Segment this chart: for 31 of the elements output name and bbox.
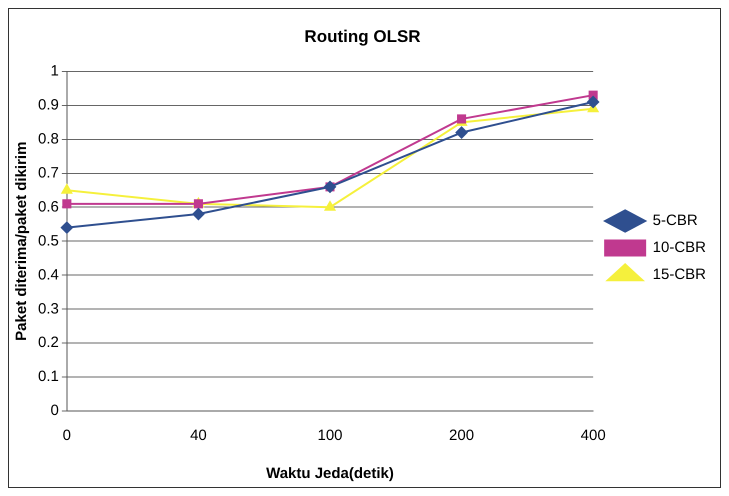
- y-tick-label: 1: [50, 62, 59, 80]
- point: [457, 114, 466, 124]
- y-axis-title: Paket diterima/paket dikirim: [13, 142, 30, 341]
- x-tick-label: 40: [190, 427, 207, 444]
- y-tick-label: 0.7: [38, 164, 59, 182]
- point: [192, 208, 204, 220]
- y-tick-label: 0.2: [38, 334, 59, 352]
- y-tick-label: 0.3: [38, 300, 59, 318]
- x-tick-label: 400: [580, 427, 606, 444]
- y-tick-label: 0: [50, 402, 59, 420]
- legend-label: 15-CBR: [652, 266, 706, 284]
- point: [456, 126, 468, 139]
- point: [62, 184, 72, 194]
- x-tick-label: 0: [62, 427, 72, 444]
- y-tick-label: 0.1: [38, 368, 59, 386]
- legend-label: 5-CBR: [652, 212, 698, 230]
- point: [62, 199, 72, 208]
- point: [587, 96, 600, 108]
- point: [324, 201, 336, 211]
- point: [60, 222, 73, 234]
- y-tick-label: 0.9: [38, 96, 59, 114]
- x-axis-title: Waktu Jeda(detik): [266, 465, 394, 482]
- x-tick-label: 200: [449, 427, 474, 444]
- point: [194, 199, 203, 208]
- chart-title: Routing OLSR: [304, 26, 421, 46]
- y-tick-label: 0.4: [38, 266, 59, 284]
- y-tick-label: 0.8: [38, 130, 59, 148]
- legend-label: 10-CBR: [652, 239, 706, 256]
- y-tick-label: 0.5: [38, 232, 59, 250]
- x-tick-label: 100: [317, 427, 343, 444]
- y-tick-label: 0.6: [38, 198, 59, 216]
